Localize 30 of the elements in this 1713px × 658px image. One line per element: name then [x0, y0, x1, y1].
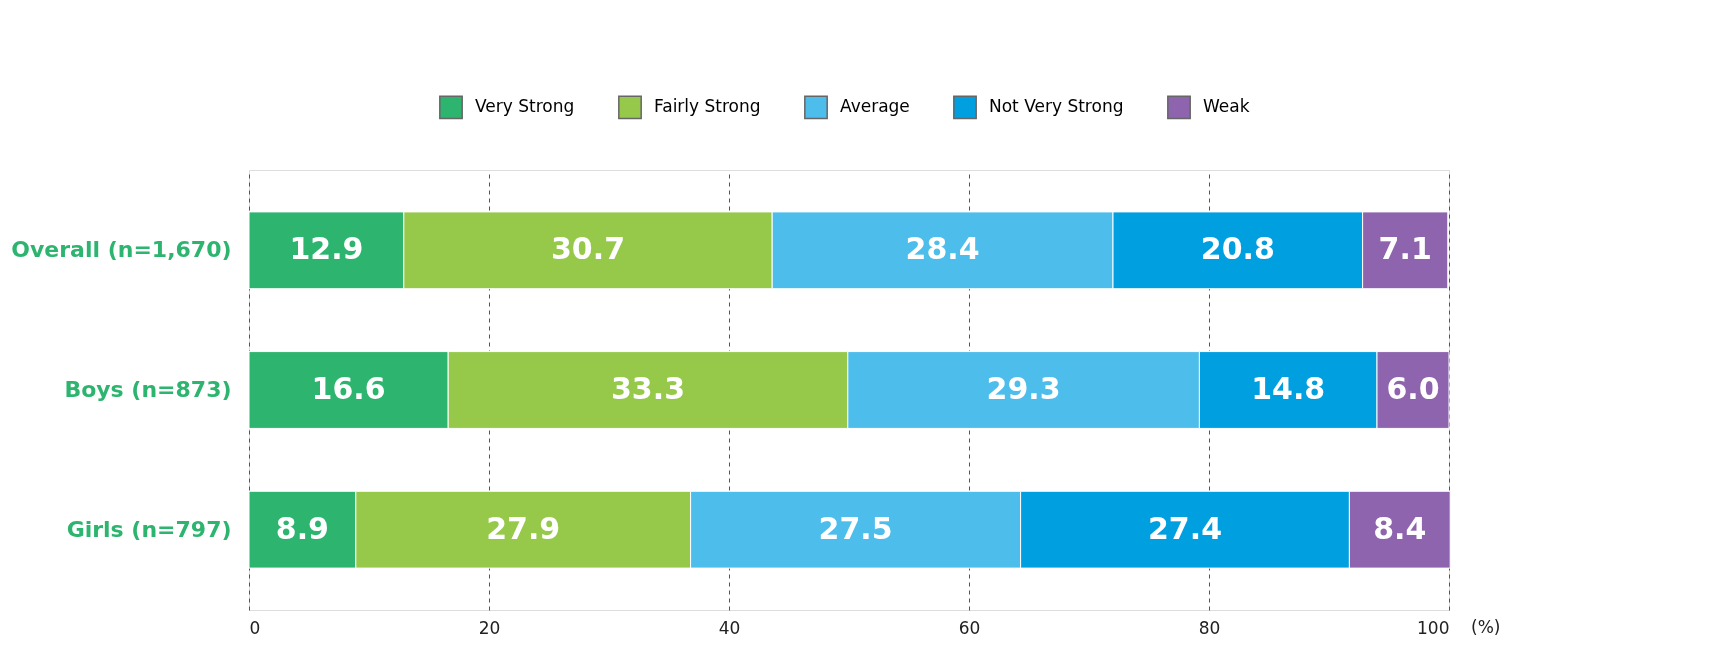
data-label: 14.8	[1251, 371, 1326, 406]
data-label: 27.4	[1147, 510, 1223, 546]
data-label: 8.4	[1373, 510, 1427, 546]
data-label: 27.9	[486, 510, 561, 546]
data-label: 6.0	[1386, 371, 1440, 406]
legend-label: Average	[840, 96, 910, 117]
legend-label: Fairly Strong	[654, 96, 761, 117]
x-tick-label: 40	[718, 617, 741, 638]
data-label: 30.7	[550, 231, 626, 267]
x-axis-title: (%)	[1471, 617, 1501, 637]
legend-label: Not Very Strong	[989, 96, 1124, 117]
data-label: 8.9	[275, 510, 329, 546]
data-label: 16.6	[311, 371, 386, 406]
y-tick-label: Girls (n=797)	[66, 516, 232, 542]
y-tick-label: Overall (n=1,670)	[11, 237, 232, 263]
data-label: 27.5	[818, 510, 893, 546]
data-label: 7.1	[1378, 231, 1432, 267]
y-tick-label: Boys (n=873)	[64, 377, 232, 402]
legend-label: Weak	[1203, 96, 1250, 117]
x-tick-label: 20	[478, 617, 501, 638]
legend-label: Very Strong	[475, 96, 575, 117]
data-label: 28.4	[905, 231, 980, 267]
x-tick-label: 0	[249, 617, 261, 638]
x-tick-label: 80	[1198, 617, 1221, 638]
x-tick-label: 60	[958, 617, 981, 638]
data-label: 20.8	[1200, 231, 1275, 267]
data-label: 33.3	[610, 371, 686, 406]
x-tick-label: 100	[1417, 617, 1450, 638]
data-label: 29.3	[986, 371, 1061, 406]
data-label: 12.9	[289, 231, 364, 267]
